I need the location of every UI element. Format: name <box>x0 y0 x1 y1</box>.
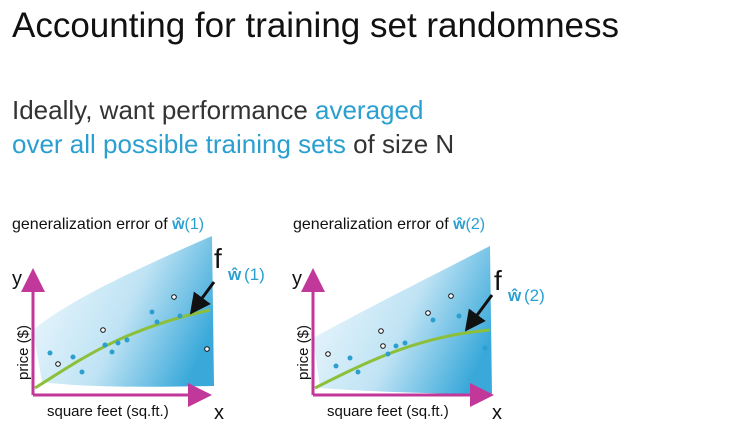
panel-1-y-label: price ($) <box>15 325 32 380</box>
data-point <box>149 309 155 315</box>
subtitle-line-2: over all possible training sets of size … <box>12 127 454 161</box>
data-point <box>79 369 85 375</box>
panel-1-title-index: (1) <box>184 216 205 233</box>
panel-2-plot: y x square feet (sq.ft.) price ($) f ŵ (… <box>292 246 545 424</box>
panel-1-plot: y x square feet (sq.ft.) price ($) f ŵ (… <box>12 236 265 424</box>
data-point <box>482 345 488 351</box>
subtitle-line-2-plain: of size N <box>345 129 455 159</box>
panel-1-x-letter: x <box>214 402 224 424</box>
panel-1-data-points <box>47 294 210 375</box>
panel-2-pointer-arrow <box>464 294 494 332</box>
panel-1-y-letter: y <box>12 268 22 290</box>
slide-subtitle: Ideally, want performance averaged over … <box>12 93 454 161</box>
data-point <box>47 350 53 356</box>
panel-1-f-subscript-index: (1) <box>244 265 265 284</box>
data-point <box>177 313 183 319</box>
panel-2-x-label: square feet (sq.ft.) <box>327 403 449 420</box>
panel-2-f-subscript-w: ŵ <box>507 286 522 305</box>
panel-1-f-subscript-w: ŵ <box>227 265 242 284</box>
data-point <box>115 340 121 346</box>
panel-2-title-index: (2) <box>465 216 486 233</box>
data-point <box>393 343 399 349</box>
panel-2-data-points <box>325 293 488 375</box>
panel-2-title-w: ŵ <box>453 216 466 233</box>
panel-1-title-w: ŵ <box>172 216 185 233</box>
subtitle-line-1: Ideally, want performance averaged <box>12 93 454 127</box>
data-point <box>430 317 436 323</box>
data-point <box>380 343 386 349</box>
data-point <box>55 361 61 367</box>
data-point <box>154 319 160 325</box>
panel-1-f-letter: f <box>214 243 222 274</box>
panel-2-x-letter: x <box>492 402 502 424</box>
subtitle-line-1-plain: Ideally, want performance <box>12 95 315 125</box>
panel-2-title: generalization error of ŵ(2) <box>293 216 485 234</box>
data-point <box>378 328 384 334</box>
data-point <box>448 293 454 299</box>
panel-1-x-label: square feet (sq.ft.) <box>47 403 169 420</box>
data-point <box>402 340 408 346</box>
data-point <box>124 337 130 343</box>
panel-1-title: generalization error of ŵ(1) <box>12 216 204 234</box>
data-point <box>70 354 76 360</box>
data-point <box>171 294 177 300</box>
panel-2-y-letter: y <box>292 268 302 290</box>
data-point <box>204 346 210 352</box>
data-point <box>109 349 115 355</box>
subtitle-line-2-highlight: over all possible training sets <box>12 129 346 159</box>
subtitle-line-1-highlight: averaged <box>315 95 424 125</box>
panel-1-uncertainty-band <box>33 236 214 387</box>
data-point <box>425 310 431 316</box>
data-point <box>102 342 108 348</box>
data-point <box>355 369 361 375</box>
data-point <box>333 363 339 369</box>
panel-1-pointer-arrow <box>189 281 216 315</box>
data-point <box>100 327 106 333</box>
panel-2-fit-curve <box>314 328 491 390</box>
panel-2-uncertainty-band <box>313 246 492 395</box>
data-point <box>325 351 331 357</box>
slide-title: Accounting for training set randomness <box>12 6 619 45</box>
panel-2-y-label: price ($) <box>295 325 312 380</box>
panel-2-f-subscript-index: (2) <box>524 286 545 305</box>
data-point <box>385 351 391 357</box>
panel-2-f-letter: f <box>494 265 502 296</box>
data-point <box>456 313 462 319</box>
panel-2-title-prefix: generalization error of <box>293 216 454 233</box>
data-point <box>347 355 353 361</box>
panel-1-title-prefix: generalization error of <box>12 216 173 233</box>
